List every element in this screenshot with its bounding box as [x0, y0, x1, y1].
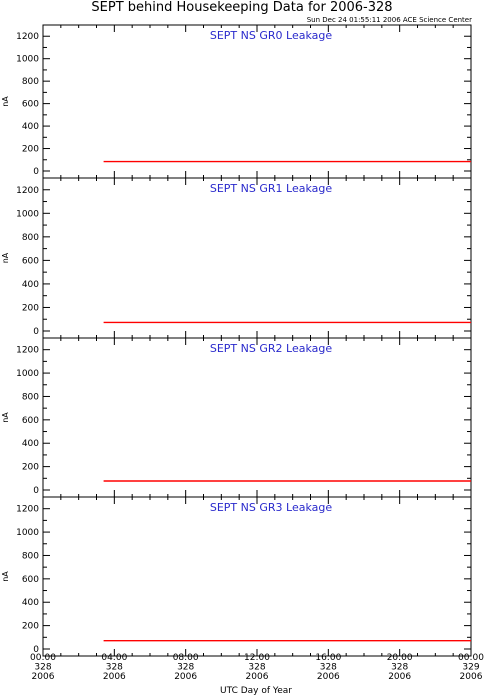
y-tick-label: 1000 — [16, 528, 39, 538]
x-tick-year: 2006 — [174, 672, 197, 682]
panel-gr0: SEPT NS GR0 Leakage nA 0 200 400 600 800 1000 12… — [1, 24, 472, 179]
x-tick-time: 04:00 — [101, 653, 127, 663]
x-tick-doy: 328 — [177, 663, 194, 673]
y-axis-label: nA — [1, 571, 10, 582]
y-tick-label: 600 — [22, 256, 39, 266]
y-tick-label: 400 — [22, 280, 39, 290]
y-tick-label: 800 — [22, 392, 39, 402]
x-tick-doy: 328 — [391, 663, 408, 673]
y-tick-label: 800 — [22, 551, 39, 561]
panel-frame — [42, 496, 472, 657]
panel-frame — [42, 24, 472, 179]
y-axis-label: nA — [1, 412, 10, 423]
y-axis-label: nA — [1, 96, 10, 107]
figure-title: SEPT behind Housekeeping Data for 2006-3… — [91, 0, 392, 15]
panel-title: SEPT NS GR0 Leakage — [210, 29, 332, 42]
y-tick-label: 600 — [22, 575, 39, 585]
x-tick-time: 00:00 — [30, 653, 56, 663]
y-tick-label: 0 — [33, 167, 39, 177]
x-tick-year: 2006 — [317, 672, 340, 682]
y-tick-label: 400 — [22, 122, 39, 132]
x-tick-time: 00:00 — [458, 653, 484, 663]
panel-title: SEPT NS GR1 Leakage — [210, 182, 332, 195]
panel-gr1: SEPT NS GR1 Leakage nA 0 200 400 600 800 1000 12… — [1, 177, 472, 339]
x-tick-time: 20:00 — [387, 653, 413, 663]
x-tick-year: 2006 — [103, 672, 126, 682]
y-tick-label: 200 — [22, 622, 39, 632]
x-tick-year: 2006 — [246, 672, 269, 682]
x-tick-doy: 328 — [248, 663, 265, 673]
y-tick-label: 1200 — [16, 32, 39, 42]
y-tick-label: 1000 — [16, 369, 39, 379]
y-tick-label: 400 — [22, 439, 39, 449]
y-axis-label: nA — [1, 252, 10, 263]
x-tick-time: 16:00 — [315, 653, 341, 663]
panel-frame — [42, 337, 472, 498]
y-tick-label: 0 — [33, 327, 39, 337]
x-tick-doy: 328 — [34, 663, 51, 673]
panels: SEPT NS GR0 Leakage nA 0 200 400 600 800 1000 12… — [1, 24, 472, 657]
y-tick-label: 400 — [22, 598, 39, 608]
y-tick-label: 600 — [22, 100, 39, 110]
y-tick-label: 200 — [22, 303, 39, 313]
x-tick-time: 12:00 — [244, 653, 270, 663]
panel-gr3: SEPT NS GR3 Leakage nA 0 200 400 600 800 1000 12… — [1, 496, 472, 657]
y-tick-label: 200 — [22, 145, 39, 155]
x-tick-doy: 328 — [320, 663, 337, 673]
y-tick-label: 1200 — [16, 505, 39, 515]
x-tick-doy: 328 — [106, 663, 123, 673]
y-tick-label: 600 — [22, 416, 39, 426]
x-tick-year: 2006 — [460, 672, 483, 682]
x-tick-year: 2006 — [388, 672, 411, 682]
x-axis: 00:00328200604:00328200608:00328200612:0… — [30, 653, 484, 682]
panel-gr2: SEPT NS GR2 Leakage nA 0 200 400 600 800 1000 12… — [1, 337, 472, 498]
panel-title: SEPT NS GR3 Leakage — [210, 501, 332, 514]
y-tick-label: 0 — [33, 645, 39, 655]
y-tick-label: 200 — [22, 463, 39, 473]
y-tick-label: 1200 — [16, 186, 39, 196]
y-tick-label: 0 — [33, 486, 39, 496]
panel-frame — [42, 177, 472, 339]
x-axis-label: UTC Day of Year — [220, 686, 292, 696]
panel-title: SEPT NS GR2 Leakage — [210, 342, 332, 355]
y-tick-label: 800 — [22, 77, 39, 87]
y-tick-label: 1000 — [16, 209, 39, 219]
y-tick-label: 800 — [22, 233, 39, 243]
y-tick-label: 1000 — [16, 55, 39, 65]
figure-subtitle: Sun Dec 24 01:55:11 2006 ACE Science Cen… — [307, 16, 472, 24]
y-tick-label: 1200 — [16, 346, 39, 356]
x-tick-time: 08:00 — [173, 653, 199, 663]
x-tick-doy: 329 — [462, 663, 479, 673]
x-tick-year: 2006 — [32, 672, 55, 682]
